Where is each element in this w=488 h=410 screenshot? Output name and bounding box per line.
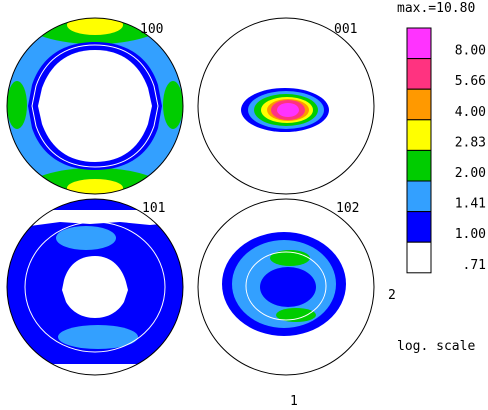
pole-001-magenta — [277, 103, 299, 117]
pole-102-bottom-green — [276, 308, 316, 322]
pole-101-top-white — [7, 210, 183, 228]
pole-102-contour — [245, 251, 327, 321]
legend-swatch-7 — [406, 241, 432, 274]
legend-swatch-6 — [406, 211, 432, 243]
scale-label: log. scale — [397, 339, 475, 354]
legend-label-7: .71 — [463, 258, 486, 273]
legend-label-4: 2.00 — [455, 166, 486, 181]
pole-figure-100: 100 — [6, 17, 184, 195]
pole-101-contour — [24, 221, 166, 353]
legend-label-3: 2.83 — [455, 135, 486, 150]
pole-figure-001: 001 — [197, 17, 375, 195]
pole-101-top-lightblue — [56, 226, 116, 250]
pole-figure-101: 101 — [6, 198, 184, 376]
legend-swatch-1 — [406, 58, 432, 90]
panel-label-100: 100 — [140, 22, 163, 37]
side-label: 2 — [388, 288, 396, 303]
panel-label-102: 102 — [336, 201, 359, 216]
legend-swatch-2 — [406, 88, 432, 121]
legend-label-5: 1.41 — [455, 197, 486, 212]
panel-label-101: 101 — [142, 201, 165, 216]
pole-100-right-green — [163, 81, 183, 129]
pole-101-bottom-white — [7, 364, 183, 375]
legend-swatch-5 — [406, 180, 432, 213]
footer-label: 1 — [290, 394, 298, 409]
legend-label-1: 5.66 — [455, 74, 486, 89]
legend-swatch-4 — [406, 149, 432, 182]
pole-100-left-green — [7, 81, 27, 129]
max-label: max.=10.80 — [397, 1, 475, 16]
legend-label-6: 1.00 — [455, 227, 486, 242]
legend: 8.00 5.66 4.00 2.83 2.00 1.41 1.00 .71 — [406, 27, 486, 274]
panel-label-001: 001 — [334, 22, 357, 37]
pole-101-center-white — [62, 256, 128, 318]
pole-figure-102: 102 — [197, 198, 375, 376]
legend-swatch-0 — [406, 27, 432, 60]
legend-swatch-3 — [406, 119, 432, 151]
pole-100-center — [38, 50, 152, 162]
pole-101-bottom-lightblue — [58, 325, 138, 349]
legend-label-0: 8.00 — [455, 44, 486, 59]
pole-100-top-band-peak — [67, 18, 123, 35]
pole-102-inner-blue — [260, 267, 316, 307]
pole-100-contour — [31, 44, 159, 168]
legend-label-2: 4.00 — [455, 105, 486, 120]
